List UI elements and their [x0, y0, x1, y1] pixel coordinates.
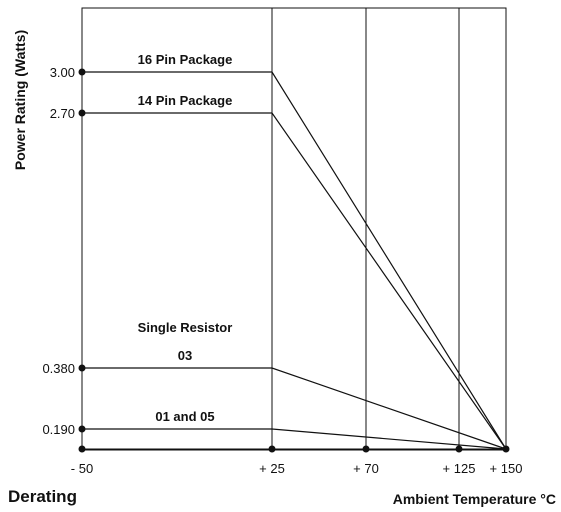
y-axis-title: Power Rating (Watts): [12, 30, 28, 170]
y-tick-dot: [78, 425, 86, 433]
x-tick-label: + 150: [490, 461, 523, 476]
series-line-2: [82, 367, 507, 450]
chart-caption: Derating: [8, 487, 77, 506]
x-tick-dot: [455, 445, 463, 453]
y-tick-dot: [78, 68, 86, 76]
y-tick-dot: [78, 109, 86, 117]
series-line-1: [82, 112, 507, 450]
series-group-label: Single Resistor: [138, 320, 233, 335]
x-tick-label: + 70: [353, 461, 379, 476]
series-label-0: 16 Pin Package: [138, 52, 233, 67]
x-tick-dot: [268, 445, 276, 453]
y-tick-label: 0.190: [42, 422, 75, 437]
series-lines: [82, 71, 507, 450]
y-tick-label: 2.70: [50, 106, 75, 121]
x-axis-title: Ambient Temperature °C: [393, 491, 556, 507]
x-tick-label: - 50: [71, 461, 93, 476]
series-label-1: 14 Pin Package: [138, 93, 233, 108]
x-tick-label: + 125: [443, 461, 476, 476]
y-tick-labels: 3.00 2.70 0.380 0.190: [42, 65, 75, 437]
x-tick-dot: [362, 445, 370, 453]
series-label-2: 03: [178, 348, 192, 363]
tick-dots: [78, 68, 510, 453]
y-tick-label: 0.380: [42, 361, 75, 376]
vertical-gridlines: [271, 8, 507, 449]
x-tick-label: + 25: [259, 461, 285, 476]
x-tick-dot: [502, 445, 510, 453]
plot-frame: [81, 7, 507, 451]
series-labels: 16 Pin Package 14 Pin Package 03 Single Res…: [138, 52, 233, 424]
x-tick-dot: [78, 445, 86, 453]
y-tick-dot: [78, 364, 86, 372]
y-tick-label: 3.00: [50, 65, 75, 80]
series-line-3: [82, 428, 507, 450]
x-tick-labels: - 50 + 25 + 70 + 125 + 150: [71, 461, 523, 476]
series-line-0: [82, 71, 507, 450]
series-label-3: 01 and 05: [155, 409, 214, 424]
